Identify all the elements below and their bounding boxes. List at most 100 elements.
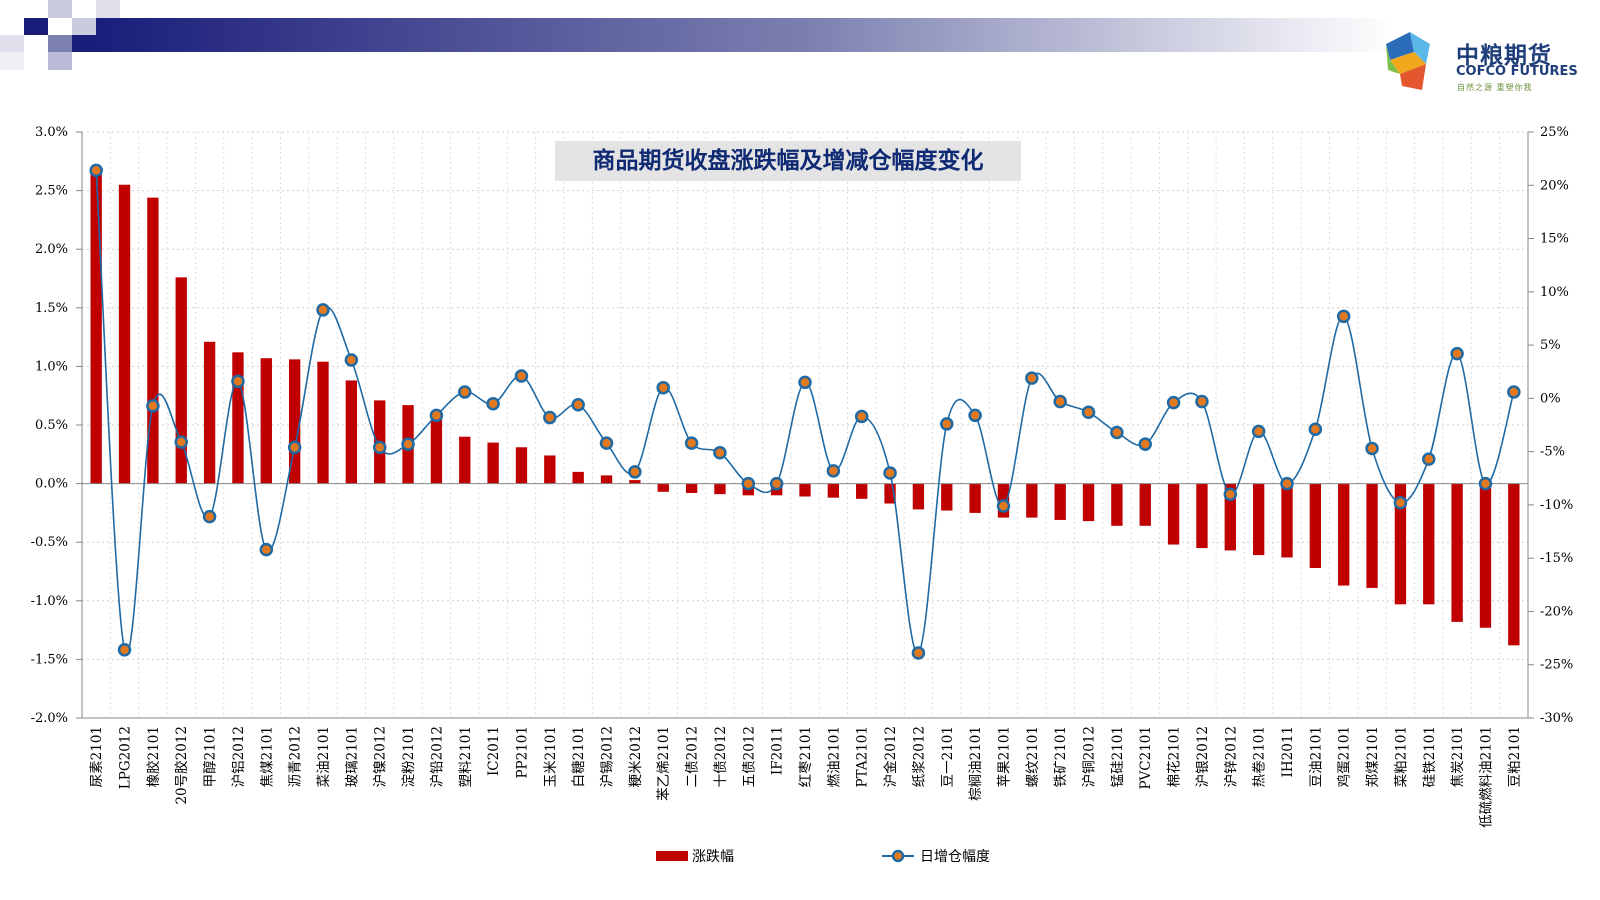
- y-left-tick-label: 1.5%: [35, 301, 68, 316]
- x-tick-label: 豆一2101: [940, 726, 956, 787]
- y-right-tick-label: 25%: [1540, 125, 1569, 140]
- bar: [459, 436, 471, 484]
- line-point: [798, 375, 812, 390]
- x-tick-label: 玻璃2101: [343, 726, 360, 787]
- bar: [1451, 483, 1463, 622]
- line-point: [486, 396, 500, 411]
- x-tick-label: 菜油2101: [316, 726, 332, 787]
- x-tick-label: 棕榈油2101: [968, 726, 984, 801]
- bar: [1366, 483, 1378, 588]
- bar: [912, 483, 925, 510]
- line-point: [1166, 395, 1181, 410]
- line-point: [1053, 394, 1067, 409]
- x-tick-label: 淀粉2101: [401, 726, 417, 787]
- line-point: [372, 440, 387, 455]
- x-tick-label: PP2101: [514, 726, 530, 779]
- chart-title: 商品期货收盘涨跌幅及增减仓幅度变化: [555, 141, 1021, 181]
- line-point: [1507, 385, 1521, 399]
- line-point: [1251, 424, 1266, 439]
- line-point: [344, 353, 359, 367]
- bar-series: [90, 169, 1520, 646]
- x-tick-label: 沪铝2012: [231, 726, 247, 787]
- bar: [1394, 483, 1407, 605]
- brand-name-cn: 中粮期货: [1456, 43, 1552, 69]
- bar: [515, 447, 528, 484]
- x-tick-label: 焦煤2101: [259, 726, 275, 787]
- line-point: [940, 417, 954, 431]
- bar: [317, 361, 329, 484]
- x-tick-label: 热卷2101: [1252, 726, 1268, 787]
- x-tick-label: 玉米2101: [543, 726, 559, 787]
- line-point: [628, 465, 642, 479]
- line-point: [1478, 476, 1493, 491]
- x-tick-label: 焦炭2101: [1450, 726, 1466, 787]
- line-point: [316, 303, 330, 317]
- bar: [203, 341, 216, 484]
- x-tick-label: 20号胶2012: [173, 726, 190, 805]
- bar: [1224, 483, 1236, 551]
- bar: [1026, 483, 1038, 518]
- line-point: [741, 476, 756, 491]
- line-point: [287, 440, 302, 455]
- bar: [1111, 483, 1123, 526]
- line-point: [1308, 422, 1323, 437]
- y-right-tick-label: -15%: [1540, 551, 1573, 566]
- x-tick-label: 菜粕2101: [1393, 726, 1409, 787]
- x-tick-label: 二债2012: [685, 726, 701, 787]
- x-tick-label: 白糖2101: [571, 726, 587, 787]
- y-right-tick-label: -30%: [1540, 711, 1573, 726]
- y-right-tick-label: 10%: [1540, 285, 1569, 300]
- legend-bar-swatch: [656, 851, 688, 861]
- y-right-tick-label: 5%: [1540, 338, 1561, 353]
- x-tick-label: 沪银2012: [1195, 726, 1211, 787]
- legend-line-label: 日增仓幅度: [920, 849, 990, 865]
- bar: [1479, 483, 1492, 628]
- x-tick-label: 沪金2012: [883, 726, 899, 787]
- x-tick-label: 沪铅2012: [429, 726, 445, 787]
- bar: [430, 416, 443, 484]
- y-right-tick-label: -20%: [1540, 604, 1573, 619]
- x-tick-label: 豆粕2101: [1507, 726, 1523, 787]
- x-tick-label: 硅铁2101: [1422, 726, 1438, 787]
- line-point: [231, 374, 245, 389]
- bar: [600, 475, 613, 484]
- line-point: [117, 643, 132, 657]
- y-right-tick-label: -10%: [1540, 498, 1573, 513]
- x-tick-label: 橡胶2101: [145, 726, 162, 787]
- x-tick-label: 沪锡2012: [600, 726, 616, 787]
- y-left-tick-label: 3.0%: [35, 125, 68, 140]
- bar: [232, 352, 244, 484]
- line-point: [911, 646, 926, 660]
- bar: [288, 359, 301, 484]
- line-point: [1110, 425, 1124, 440]
- x-tick-label: 粳米2012: [628, 726, 644, 787]
- line-point: [1422, 452, 1436, 466]
- line-point: [429, 408, 444, 423]
- y-right-tick-label: 15%: [1540, 232, 1569, 247]
- line-point: [883, 466, 897, 480]
- y-left-tick-label: 2.5%: [35, 184, 68, 199]
- y-left-tick-label: 2.0%: [35, 242, 68, 257]
- bar: [969, 483, 981, 513]
- x-tick-label: IC2011: [486, 726, 502, 776]
- x-tick-label: 螺纹2101: [1025, 726, 1041, 787]
- bar: [799, 483, 811, 497]
- bar: [856, 483, 868, 499]
- bar: [1508, 483, 1520, 646]
- line-point: [543, 410, 557, 425]
- y-left-tick-label: -2.0%: [31, 711, 68, 726]
- y-right-tick-label: -5%: [1540, 445, 1565, 460]
- x-tick-label: 鸡蛋2101: [1336, 726, 1353, 787]
- brand-name-en: COFCO FUTURES: [1456, 64, 1578, 79]
- x-tick-label: 沪镍2012: [373, 726, 389, 787]
- x-tick-label: 锰硅2101: [1110, 726, 1126, 787]
- axes: -2.0% -1.5% -1.0% -0.5% 0.0% 0.5% 1.0% 1.5% 2.0%…: [31, 125, 1574, 726]
- line-point: [174, 435, 188, 449]
- bar: [657, 483, 669, 492]
- bar: [1423, 483, 1435, 605]
- bar: [572, 471, 584, 484]
- x-tick-label: 豆油2101: [1308, 726, 1324, 787]
- x-tick-label: 苹果2101: [996, 726, 1012, 787]
- x-tick-label: PTA2101: [855, 726, 871, 787]
